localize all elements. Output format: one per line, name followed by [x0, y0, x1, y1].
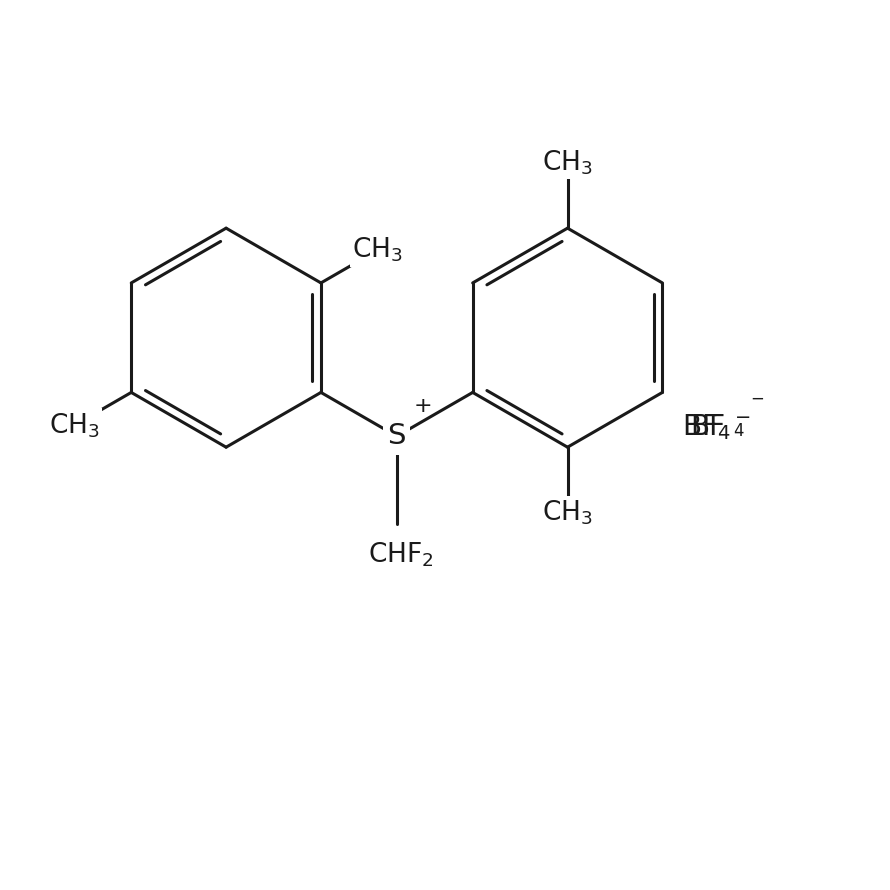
Text: BF: BF [691, 414, 725, 441]
Text: S: S [387, 422, 406, 450]
Text: BF$_4$$^-$: BF$_4$$^-$ [683, 413, 751, 442]
Text: $_4$: $_4$ [732, 416, 744, 440]
Text: $^-$: $^-$ [748, 393, 765, 417]
Text: CH$_3$: CH$_3$ [542, 149, 593, 177]
Text: CH$_3$: CH$_3$ [352, 236, 403, 264]
Text: +: + [414, 395, 433, 416]
Text: CH$_3$: CH$_3$ [49, 411, 100, 440]
Text: CH$_3$: CH$_3$ [542, 498, 593, 527]
Text: CHF$_2$: CHF$_2$ [368, 540, 434, 569]
